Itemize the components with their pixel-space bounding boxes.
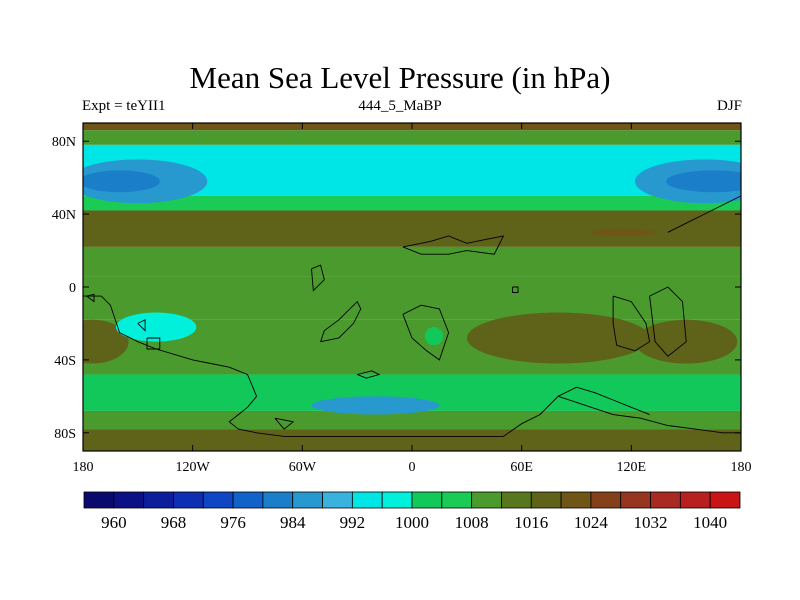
x-tick-label-5: 120E xyxy=(617,460,647,475)
colorbar-swatch-6 xyxy=(262,491,294,509)
season-label: DJF xyxy=(716,98,742,114)
x-tick-label-0: 180 xyxy=(73,460,94,475)
age-label: 444_5_MaBP xyxy=(358,98,442,114)
colorbar-swatch-0 xyxy=(83,491,115,509)
colorbar-swatch-8 xyxy=(322,491,353,509)
colorbar-swatch-17 xyxy=(590,491,622,509)
colorbar-swatch-11 xyxy=(411,491,443,509)
colorbar-swatch-12 xyxy=(441,491,473,509)
colorbar-label-8: 1024 xyxy=(574,513,609,532)
colorbar-swatch-9 xyxy=(351,491,383,509)
y-tick-label-0: 80N xyxy=(52,135,76,150)
colorbar-swatch-2 xyxy=(143,491,174,509)
pressure-feature-8 xyxy=(424,327,444,346)
colorbar-swatch-20 xyxy=(679,491,711,509)
coastline-12 xyxy=(512,286,519,293)
pressure-feature-10 xyxy=(115,312,197,342)
colorbar-swatch-21 xyxy=(709,491,741,509)
colorbar-swatch-16 xyxy=(560,491,592,509)
coastline-10 xyxy=(86,293,95,303)
chart-title: Mean Sea Level Pressure (in hPa) xyxy=(189,60,611,95)
colorbar-label-2: 976 xyxy=(220,513,246,532)
coastline-0 xyxy=(83,295,650,437)
pressure-band-9 xyxy=(83,410,741,430)
colorbar-swatch-14 xyxy=(501,491,532,509)
axes: 180 120W 60W 0 60E 120E 180 80N 40N 0 40S 80S xyxy=(52,123,752,475)
pressure-feature-3 xyxy=(666,170,741,193)
coastline-7 xyxy=(612,295,651,352)
colorbar-label-6: 1008 xyxy=(455,513,489,532)
y-tick-label-2: 0 xyxy=(69,281,76,296)
pressure-band-5 xyxy=(83,246,741,277)
colorbar-swatch-19 xyxy=(650,491,681,509)
coastline-5 xyxy=(402,304,450,361)
coastline-1 xyxy=(558,395,741,434)
colorbar-label-7: 1016 xyxy=(514,513,548,532)
pressure-band-6 xyxy=(83,276,741,320)
coastline-8 xyxy=(649,286,687,357)
pressure-band-4 xyxy=(83,210,741,247)
colorbar-label-5: 1000 xyxy=(395,513,429,532)
colorbar: 960 968 976 984 992 1000 1008 1016 1024 1032 1040 xyxy=(83,491,741,532)
colorbar-swatch-3 xyxy=(173,491,204,509)
x-tick-label-1: 120W xyxy=(176,460,211,475)
x-tick-label-6: 180 xyxy=(731,460,752,475)
x-tick-label-4: 60E xyxy=(510,460,533,475)
colorbar-label-9: 1032 xyxy=(634,513,668,532)
experiment-label: Expt = teYII1 xyxy=(82,98,166,114)
pressure-feature-1 xyxy=(83,170,160,193)
coastline-4 xyxy=(320,300,362,343)
x-tick-label-2: 60W xyxy=(289,460,317,475)
coastline-11 xyxy=(137,319,146,332)
colorbar-swatch-15 xyxy=(530,491,562,509)
coastline-3 xyxy=(311,264,325,292)
colorbar-label-1: 968 xyxy=(161,513,187,532)
colorbar-swatch-13 xyxy=(471,491,502,509)
pressure-band-10 xyxy=(83,429,741,451)
colorbar-swatch-1 xyxy=(113,491,145,509)
colorbar-swatch-4 xyxy=(202,491,234,509)
x-tick-label-3: 0 xyxy=(409,460,416,475)
colorbar-swatch-10 xyxy=(381,491,413,509)
coastline-2 xyxy=(402,235,505,255)
y-tick-label-1: 40N xyxy=(52,208,76,223)
colorbar-label-10: 1040 xyxy=(693,513,727,532)
colorbar-label-3: 984 xyxy=(280,513,306,532)
pressure-feature-9 xyxy=(311,396,440,415)
pressure-feature-4 xyxy=(589,228,656,236)
coastline-13 xyxy=(146,337,161,350)
coastlines xyxy=(83,195,741,437)
pressure-band-1 xyxy=(83,130,741,145)
pressure-feature-5 xyxy=(466,312,650,364)
colorbar-swatch-18 xyxy=(620,491,651,509)
coastline-9 xyxy=(667,195,741,233)
pressure-band-3 xyxy=(83,195,741,211)
colorbar-label-0: 960 xyxy=(101,513,127,532)
map-field xyxy=(83,123,741,451)
colorbar-swatch-7 xyxy=(292,491,323,509)
y-tick-label-3: 40S xyxy=(54,354,76,369)
coastline-6 xyxy=(357,370,381,379)
colorbar-swatch-5 xyxy=(232,491,264,509)
y-tick-label-4: 80S xyxy=(54,427,76,442)
coastline-14 xyxy=(274,417,295,430)
colorbar-label-4: 992 xyxy=(340,513,366,532)
